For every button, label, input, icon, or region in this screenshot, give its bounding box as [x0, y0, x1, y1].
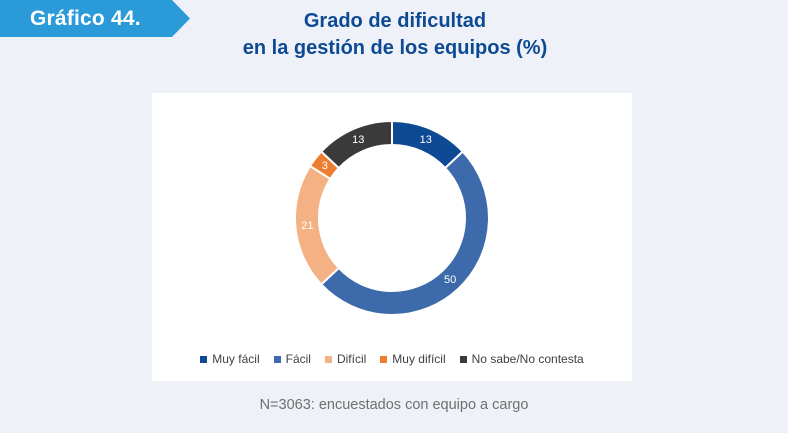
legend-item-5: No sabe/No contesta	[459, 352, 584, 366]
legend-label-3: Difícil	[336, 352, 367, 366]
legend-label-5: No sabe/No contesta	[471, 352, 584, 366]
chart-footnote: N=3063: encuestados con equipo a cargo	[259, 397, 529, 413]
data-label-5: 13	[352, 134, 364, 146]
chart-number-label: Gráfico 44.	[30, 7, 141, 30]
donut-slice-5	[319, 119, 393, 170]
legend-swatch-1	[200, 355, 208, 363]
legend-item-4: Muy difícil	[380, 352, 446, 366]
legend-label-4: Muy difícil	[392, 352, 446, 366]
donut-slice-2	[319, 150, 490, 316]
badge-arrow-shape	[0, 0, 190, 37]
legend-label-2: Fácil	[285, 352, 311, 366]
data-label-3: 21	[301, 220, 313, 232]
data-label-1: 13	[420, 134, 432, 146]
legend-item-1: Muy fácil	[200, 352, 260, 366]
legend-swatch-2	[273, 355, 281, 363]
legend-item-2: Fácil	[273, 352, 311, 366]
legend-swatch-5	[459, 355, 467, 363]
legend-item-3: Difícil	[324, 352, 367, 366]
chart-title: Grado de dificultad en la gestión de los…	[190, 8, 600, 62]
legend-swatch-4	[380, 355, 388, 363]
legend-label-1: Muy fácil	[212, 352, 260, 366]
legend-swatch-3	[324, 355, 332, 363]
chart-title-line2: en la gestión de los equipos (%)	[242, 37, 548, 59]
chart-legend: Muy fácil Fácil Difícil Muy difícil No sabe/…	[152, 352, 632, 366]
chart-card: 13 50 21 3 13 Muy fácil Fácil Difícil Muy difíc…	[152, 93, 632, 381]
data-label-2: 50	[444, 274, 456, 286]
chart-number-badge: Gráfico 44.	[0, 0, 190, 37]
chart-title-line1: Grado de dificultad	[303, 10, 487, 32]
data-label-4: 3	[322, 160, 328, 172]
donut-chart: 13 50 21 3 13	[294, 119, 490, 316]
